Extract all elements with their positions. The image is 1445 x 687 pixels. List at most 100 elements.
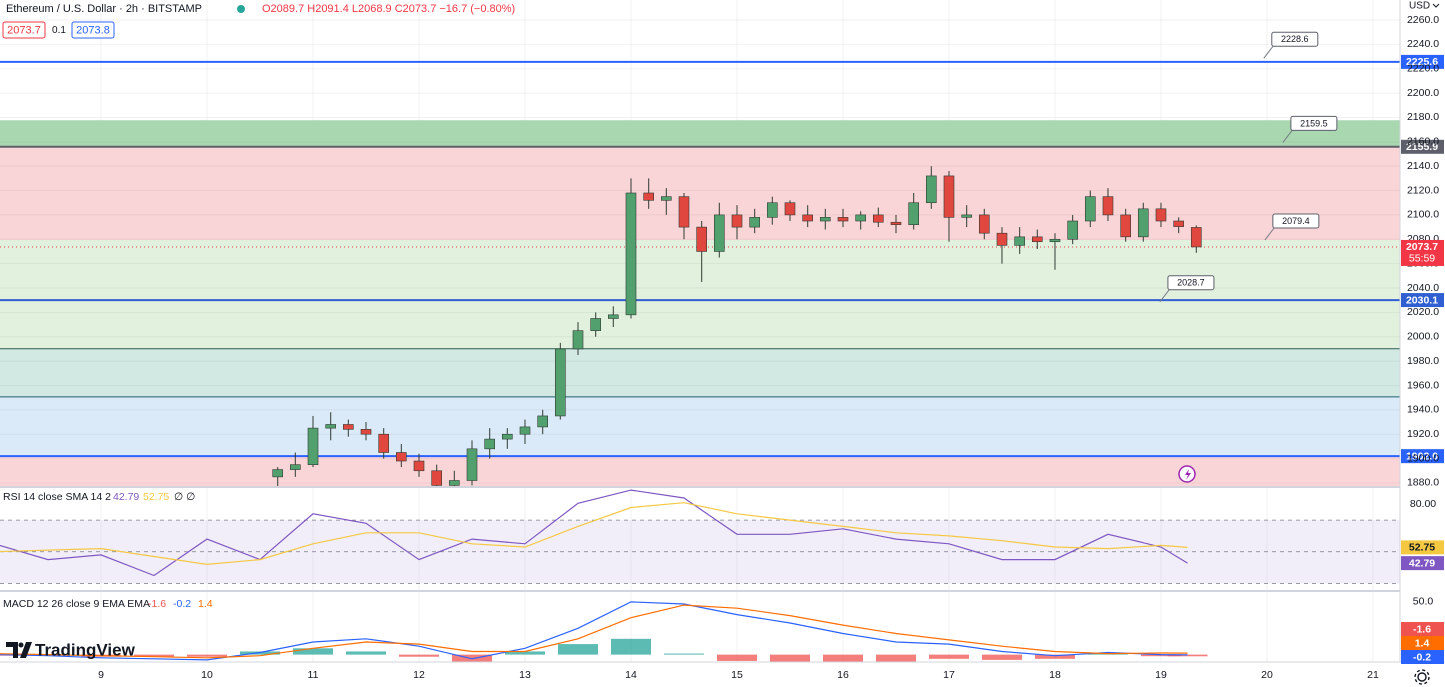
candle-body xyxy=(431,470,443,486)
time-axis-bg xyxy=(0,662,1400,687)
callout-pointer xyxy=(1264,226,1276,241)
candle-body xyxy=(360,429,372,435)
candle-body xyxy=(572,330,584,350)
rsi-line xyxy=(0,502,1188,566)
currency-dropdown[interactable] xyxy=(1432,3,1440,8)
ask-box[interactable] xyxy=(71,21,115,39)
candle-body xyxy=(378,433,390,453)
candle-body xyxy=(925,175,937,204)
macd-histogram-bar xyxy=(663,653,704,655)
rsi-sma-value: 52.75 xyxy=(143,491,169,503)
y-tick-label: 80.00 xyxy=(1410,498,1436,510)
price-axis-bg xyxy=(1400,0,1445,687)
currency[interactable]: USD xyxy=(1409,1,1430,12)
macd-histogram-bar xyxy=(557,644,598,655)
macd-histogram-bar xyxy=(293,648,334,655)
candle-body xyxy=(696,226,707,252)
y-tick-label: 2100.0 xyxy=(1407,209,1439,221)
candle-body xyxy=(272,469,284,478)
macd-value-tag xyxy=(1401,636,1444,650)
rsi-value-tag-label: 42.79 xyxy=(1409,557,1435,569)
last-price-tag xyxy=(1401,239,1444,266)
macd-histogram-bar xyxy=(134,654,175,657)
macd-histogram-bar xyxy=(875,654,916,662)
symbol-title[interactable]: Ethereum / U.S. Dollar · 2h · BITSTAMP xyxy=(6,3,202,15)
logo[interactable]: TradingView xyxy=(6,640,136,659)
candle-body xyxy=(1031,236,1043,243)
candle-body xyxy=(1067,220,1078,240)
candle-body xyxy=(890,221,902,225)
macd-histogram-bar xyxy=(981,654,1022,660)
rsi-value-tag xyxy=(1401,556,1444,571)
macd-histogram-bar xyxy=(1140,654,1181,657)
x-tick-label: 20 xyxy=(1261,669,1273,681)
rsi-line xyxy=(0,489,1188,577)
y-tick-label: 2040.0 xyxy=(1407,282,1439,294)
ohlc-values: O2089.7 H2091.4 L2068.9 C2073.7 −16.7 (−… xyxy=(262,3,515,15)
last-price-label: 2073.7 xyxy=(1406,241,1438,253)
callout-box xyxy=(1271,31,1319,47)
ask-price[interactable]: 2073.8 xyxy=(76,24,110,36)
level-tag-label: 2225.6 xyxy=(1406,56,1438,68)
x-tick-label: 9 xyxy=(98,669,104,681)
alert-icon[interactable] xyxy=(1178,465,1196,483)
candle-body xyxy=(325,424,337,429)
y-tick-label: 1940.0 xyxy=(1407,404,1439,416)
macd-title: MACD 12 26 close 9 EMA EMA xyxy=(3,598,150,610)
macd-line xyxy=(0,604,1188,659)
y-tick-label: 1900.0 xyxy=(1407,452,1439,464)
candle-body xyxy=(1155,208,1167,222)
candle-body xyxy=(501,433,513,440)
bid-price[interactable]: 2073.7 xyxy=(7,24,41,36)
candle-body xyxy=(837,217,849,222)
x-tick-label: 14 xyxy=(625,669,637,681)
x-tick-label: 19 xyxy=(1155,669,1167,681)
candle-body xyxy=(554,348,566,417)
rsi-title: RSI 14 close SMA 14 2 xyxy=(3,491,111,503)
level-tag xyxy=(1401,54,1444,69)
y-tick-label: 2000.0 xyxy=(1407,331,1439,343)
callout-label: 2079.4 xyxy=(1282,216,1310,226)
x-tick-label: 11 xyxy=(308,669,319,681)
macd-histogram-bar xyxy=(505,651,545,655)
x-tick-label: 12 xyxy=(413,669,425,681)
callout-box xyxy=(1167,275,1215,291)
candle-body xyxy=(1084,196,1096,222)
y-tick-label: 2240.0 xyxy=(1407,38,1439,50)
candle-body xyxy=(713,214,725,252)
level-tag-label: 1902.0 xyxy=(1406,450,1438,462)
x-tick-label: 17 xyxy=(943,669,955,681)
logo-text[interactable]: TradingView xyxy=(35,640,136,659)
macd-histogram-bar xyxy=(1034,654,1075,659)
macd-pane xyxy=(0,601,1208,662)
gear-inner[interactable] xyxy=(1417,672,1427,682)
settings-button[interactable] xyxy=(1414,669,1430,685)
market-status[interactable] xyxy=(237,5,245,13)
logo-dot[interactable] xyxy=(18,642,24,648)
zone xyxy=(0,348,1400,397)
callout-pointer xyxy=(1159,288,1171,303)
alert-bolt[interactable] xyxy=(1185,469,1191,480)
x-tick-label: 15 xyxy=(731,669,743,681)
gear-outer[interactable] xyxy=(1414,669,1430,685)
level-tag-label: 2155.9 xyxy=(1406,141,1438,153)
bid-box[interactable] xyxy=(2,21,46,39)
candle-body xyxy=(607,314,619,319)
rsi-value-tag xyxy=(1401,540,1444,555)
x-tick-label: 13 xyxy=(519,669,531,681)
candle-body xyxy=(802,214,813,222)
logo-mark[interactable] xyxy=(6,642,32,658)
candle-body xyxy=(1120,214,1131,238)
rsi-value-tag-label: 52.75 xyxy=(1409,542,1435,554)
rsi-na: ∅ ∅ xyxy=(174,491,195,503)
macd-line xyxy=(0,601,1188,661)
y-tick-label: 50.0 xyxy=(1413,596,1434,608)
y-tick-label: 2260.0 xyxy=(1407,14,1439,26)
callout-pointer xyxy=(1263,44,1275,59)
y-tick-label: 2160.0 xyxy=(1407,136,1439,148)
callout-label: 2228.6 xyxy=(1281,34,1309,44)
candle-body xyxy=(307,427,319,465)
candle-body xyxy=(731,214,743,228)
zone xyxy=(0,146,1400,241)
